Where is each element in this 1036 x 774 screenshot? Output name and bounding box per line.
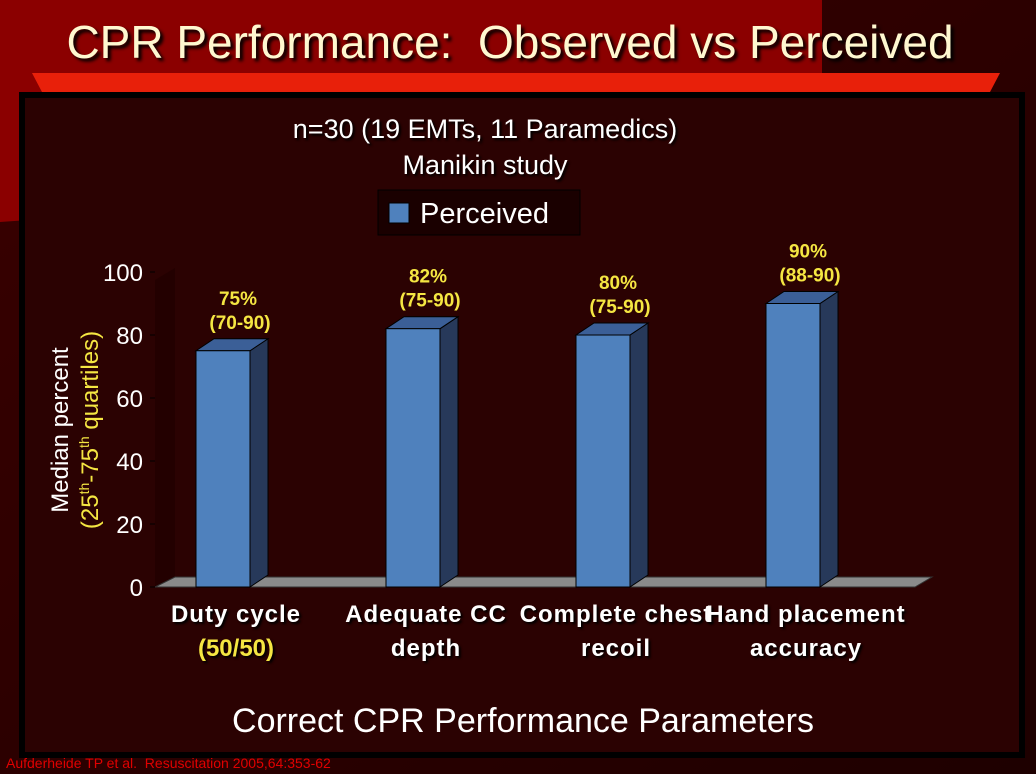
bar bbox=[385, 328, 441, 588]
range-label: (88-90) bbox=[779, 266, 840, 287]
y-axis-note: (25th-75th quartiles) bbox=[76, 331, 104, 529]
value-label: 90% bbox=[789, 242, 827, 263]
y-axis-note-part: -75 bbox=[77, 448, 104, 483]
citation: Aufderheide TP et al. Resuscitation 2005… bbox=[6, 755, 331, 771]
x-tick-label: Adequate CC depth bbox=[326, 598, 526, 666]
y-axis-note-part: th bbox=[76, 483, 92, 495]
range-label: (70-90) bbox=[209, 313, 270, 334]
x-tick-label: Duty cycle (50/50) bbox=[136, 598, 336, 666]
y-tick-label: 0 bbox=[130, 575, 143, 602]
x-tick-label: Hand placement accuracy bbox=[706, 598, 906, 666]
category-text: Duty cycle bbox=[170, 601, 302, 628]
value-label: 80% bbox=[599, 273, 637, 294]
y-tick-label: 20 bbox=[116, 512, 143, 539]
x-axis-title: Correct CPR Performance Parameters bbox=[232, 702, 814, 740]
bar-side bbox=[629, 322, 649, 588]
y-axis-note-part: (25 bbox=[77, 494, 104, 529]
bar bbox=[575, 334, 631, 588]
title-rule bbox=[32, 73, 1000, 92]
category-text: Adequate CC depth bbox=[345, 601, 507, 662]
y-tick-label: 80 bbox=[116, 323, 143, 350]
value-label: 75% bbox=[219, 289, 257, 310]
legend-box bbox=[377, 189, 581, 236]
y-tick-label: 40 bbox=[116, 449, 143, 476]
legend-swatch bbox=[388, 202, 410, 224]
y-axis-note-part: quartiles) bbox=[77, 331, 104, 436]
y-tick-label: 60 bbox=[116, 386, 143, 413]
title: CPR Performance: Observed vs Perceived bbox=[66, 16, 953, 68]
range-label: (75-90) bbox=[399, 291, 460, 312]
subtitle: n=30 (19 EMTs, 11 Paramedics) bbox=[293, 114, 677, 144]
bar-side bbox=[249, 337, 269, 588]
plot-floor bbox=[154, 576, 934, 588]
plot-wall bbox=[155, 268, 175, 587]
subtitle: Manikin study bbox=[402, 150, 568, 180]
x-tick-label: Complete chest recoil bbox=[516, 598, 716, 666]
category-note: (50/50) bbox=[197, 635, 275, 662]
bar bbox=[195, 350, 251, 588]
legend-label: Perceived bbox=[420, 198, 549, 230]
category-text: Hand placement accuracy bbox=[706, 601, 906, 662]
y-axis-note-part: th bbox=[76, 436, 92, 448]
value-label: 82% bbox=[409, 267, 447, 288]
bar-side bbox=[819, 290, 839, 588]
y-axis-title: Median percent bbox=[47, 347, 74, 513]
category-text: Complete chest recoil bbox=[519, 601, 713, 662]
y-tick-label: 100 bbox=[103, 260, 143, 287]
bar bbox=[765, 303, 821, 588]
range-label: (75-90) bbox=[589, 297, 650, 318]
bar-side bbox=[439, 315, 459, 588]
